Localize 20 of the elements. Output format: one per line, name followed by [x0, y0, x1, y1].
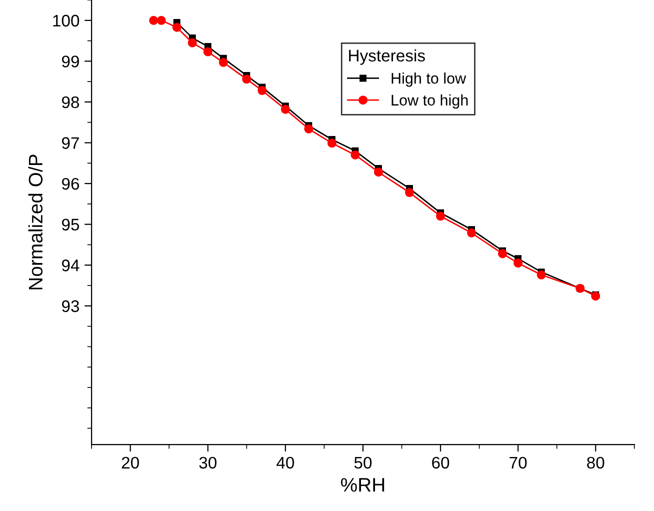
- y-tick-label: 96: [62, 178, 80, 190]
- x-tick-label: 40: [276, 456, 294, 469]
- x-axis-title: %RH: [340, 478, 384, 492]
- y-tick-label: 93: [62, 300, 80, 312]
- x-tick-label: 20: [122, 456, 139, 469]
- x-tick-label: 60: [432, 456, 450, 469]
- legend-label: Low to high: [392, 94, 468, 109]
- x-tick-label: 80: [587, 456, 604, 469]
- y-tick-label: 100: [53, 14, 80, 27]
- legend-title: Hysteresis: [349, 49, 425, 65]
- y-tick-label: 97: [62, 137, 79, 149]
- x-tick-label: 70: [510, 456, 527, 469]
- x-tick-label: 50: [354, 456, 372, 469]
- y-tick-label: 99: [62, 56, 79, 68]
- y-tick-label: 94: [62, 260, 80, 272]
- y-tick-label: 98: [62, 96, 80, 108]
- y-axis-title: Normalized O/P: [28, 154, 43, 290]
- legend-label: High to low: [392, 72, 466, 87]
- x-tick-label: 30: [199, 456, 216, 469]
- y-tick-label: 95: [62, 218, 80, 231]
